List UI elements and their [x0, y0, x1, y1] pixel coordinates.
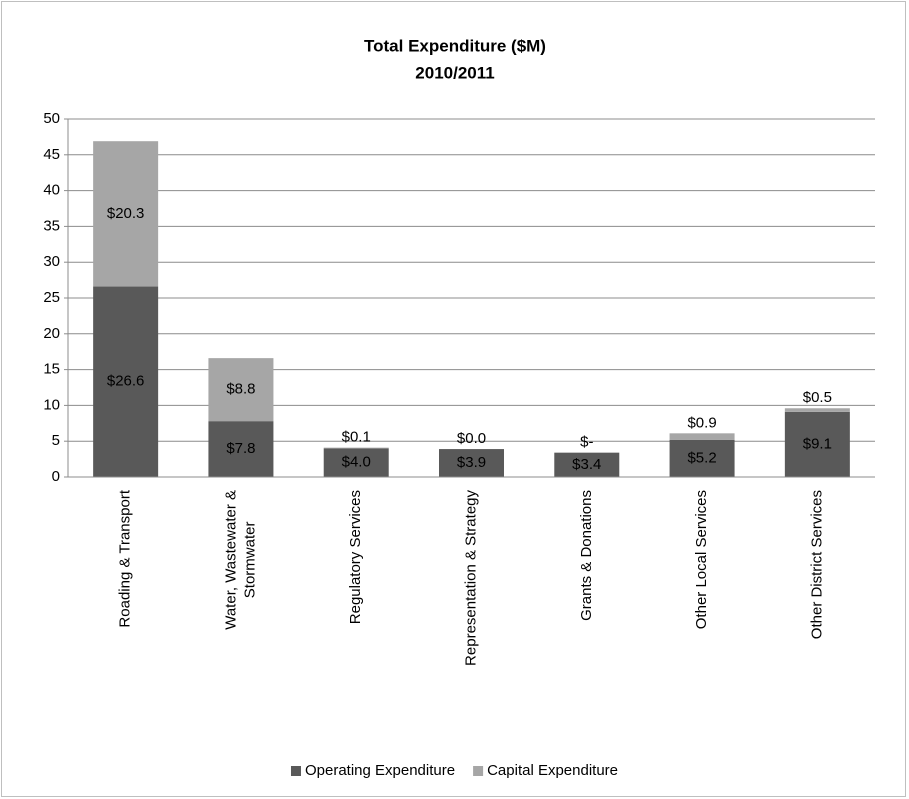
y-tick-label: 5: [52, 432, 60, 449]
data-label: $9.1: [803, 435, 832, 452]
bar-segment: [93, 286, 159, 477]
chart-subtitle: 2010/2011: [415, 63, 494, 82]
legend-label: Operating Expenditure: [305, 762, 455, 779]
y-tick-label: 15: [43, 361, 60, 378]
bar-segment: [323, 448, 389, 477]
data-label: $26.6: [107, 373, 145, 390]
y-tick-label: 0: [52, 468, 60, 485]
y-tick-label: 50: [43, 110, 60, 127]
legend-label: Capital Expenditure: [487, 762, 618, 779]
data-label: $4.0: [342, 454, 371, 471]
x-tick-label: Roading & Transport: [117, 489, 134, 627]
bar-segment: [208, 358, 274, 422]
chart-title: Total Expenditure ($M): [364, 36, 546, 55]
data-label: $0.9: [687, 414, 716, 431]
bar-segment: [554, 452, 620, 477]
y-tick-label: 20: [43, 325, 60, 342]
data-label: $8.8: [226, 381, 255, 398]
data-label: $3.9: [457, 454, 486, 471]
data-label: $0.5: [803, 389, 832, 406]
x-tick-label: Water, Wastewater & Stormwater: [222, 490, 258, 630]
x-tick-label: Other District Services: [808, 490, 825, 639]
bar-segment: [439, 449, 504, 477]
data-label: $3.4: [572, 456, 601, 473]
x-tick-label: Representation & Strategy: [462, 490, 479, 666]
bar-segment: [323, 447, 389, 449]
y-tick-label: 40: [43, 182, 60, 199]
bar-segment: [93, 141, 159, 287]
data-label: $7.8: [226, 440, 255, 457]
bar-segment: [784, 408, 850, 412]
bar-segment: [669, 433, 735, 440]
data-label: $20.3: [107, 205, 145, 222]
y-tick-label: 30: [43, 253, 60, 270]
x-tick-label: Other Local Services: [693, 490, 710, 629]
y-tick-label: 10: [43, 396, 60, 413]
data-label: $0.1: [342, 429, 371, 446]
legend: Operating Expenditure Capital Expenditure: [290, 762, 618, 779]
data-label: $0.0: [457, 430, 486, 447]
bar-segment: [208, 421, 274, 477]
bar-segment: [784, 411, 850, 477]
legend-swatch: [473, 766, 484, 776]
data-label: $5.2: [687, 449, 716, 466]
y-tick-label: 25: [43, 289, 60, 306]
bar-segment: [669, 439, 735, 477]
x-tick-label: Regulatory Services: [347, 490, 364, 624]
x-tick-label: Grants & Donations: [578, 490, 595, 621]
data-label: $-: [580, 434, 593, 451]
y-tick-label: 35: [43, 217, 60, 234]
legend-swatch: [290, 766, 301, 776]
y-tick-label: 45: [43, 146, 60, 163]
